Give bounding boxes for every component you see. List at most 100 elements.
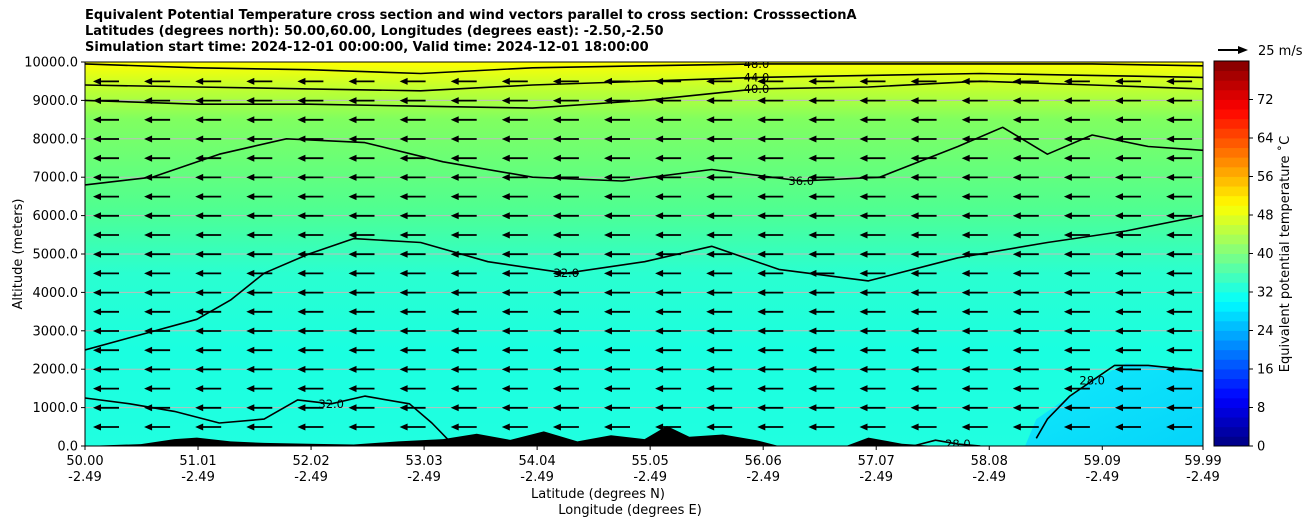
wind-vector-416 — [1115, 77, 1141, 85]
colorbar-band-35 — [1214, 99, 1249, 110]
wind-vector-172 — [1012, 289, 1039, 297]
wind-vector-157 — [246, 289, 273, 297]
wind-vector-83 — [961, 365, 988, 373]
wind-vector-178 — [195, 269, 222, 277]
wind-vector-6 — [399, 423, 426, 431]
colorbar-band-30 — [1214, 147, 1249, 158]
wind-vector-71 — [348, 365, 375, 373]
wind-vector-238 — [1012, 231, 1039, 239]
y-tick-label-7: 7000.0 — [33, 171, 79, 186]
wind-vector-292 — [399, 173, 426, 181]
wind-vector-119 — [552, 327, 579, 335]
colorbar-band-24 — [1214, 205, 1249, 216]
wind-vector-77 — [655, 365, 682, 373]
chart-title-line-3: Simulation start time: 2024-12-01 00:00:… — [85, 40, 649, 55]
colorbar-band-13 — [1214, 311, 1249, 322]
wind-vector-42 — [1115, 404, 1141, 412]
wind-vector-189 — [757, 269, 784, 277]
quiver-key: 25 m/s — [1218, 44, 1303, 59]
wind-vector-381 — [450, 97, 477, 105]
wind-vector-264 — [93, 193, 119, 201]
contour-label-0: 28.0 — [1079, 374, 1105, 388]
colorbar-band-36 — [1214, 89, 1249, 100]
wind-vector-370 — [1012, 116, 1039, 124]
wind-vector-213 — [859, 250, 886, 258]
wind-vector-93 — [348, 346, 375, 354]
wind-vector-28 — [399, 404, 426, 412]
wind-vector-174 — [1115, 289, 1141, 297]
wind-vector-412 — [910, 77, 937, 85]
wind-vector-276 — [706, 193, 733, 201]
wind-vector-72 — [399, 365, 426, 373]
wind-vector-196 — [1115, 269, 1141, 277]
colorbar-band-28 — [1214, 166, 1249, 177]
wind-vector-326 — [1012, 154, 1039, 162]
wind-vector-271 — [450, 193, 477, 201]
wind-vector-285 — [1166, 193, 1193, 201]
wind-vector-315 — [450, 154, 477, 162]
wind-vector-235 — [859, 231, 886, 239]
wind-vector-415 — [1063, 77, 1090, 85]
wind-vector-231 — [655, 231, 682, 239]
x-tick-label-lon-5: -2.49 — [633, 470, 667, 485]
wind-vector-232 — [706, 231, 733, 239]
wind-vector-70 — [297, 365, 324, 373]
wind-vector-266 — [195, 193, 222, 201]
colorbar-tick-label-3: 24 — [1257, 324, 1274, 339]
wind-vector-309 — [144, 154, 171, 162]
wind-vector-246 — [297, 212, 324, 220]
wind-vector-86 — [1115, 365, 1141, 373]
wind-vector-69 — [246, 365, 273, 373]
wind-vector-323 — [859, 154, 886, 162]
wind-vector-88 — [93, 346, 119, 354]
wind-vector-67 — [144, 365, 171, 373]
x-tick-label-lon-1: -2.49 — [181, 470, 215, 485]
colorbar-band-15 — [1214, 292, 1249, 303]
wind-vector-328 — [1115, 154, 1141, 162]
wind-vector-288 — [195, 173, 222, 181]
wind-vector-107 — [1063, 346, 1090, 354]
wind-vector-62 — [1012, 385, 1039, 393]
contour-label-1: 28.0 — [945, 437, 971, 451]
colorbar-tick-label-1: 8 — [1257, 401, 1265, 416]
wind-vector-339 — [552, 135, 579, 143]
wind-vector-256 — [808, 212, 835, 220]
colorbar-tick-label-8: 64 — [1257, 132, 1274, 147]
wind-vector-386 — [706, 97, 733, 105]
wind-vector-156 — [195, 289, 222, 297]
wind-vector-307 — [1166, 173, 1193, 181]
wind-vector-14 — [808, 423, 835, 431]
wind-vector-203 — [348, 250, 375, 258]
wind-vector-253 — [655, 212, 682, 220]
wind-vector-58 — [808, 385, 835, 393]
wind-vector-214 — [910, 250, 937, 258]
wind-vector-341 — [655, 135, 682, 143]
y-tick-label-10: 10000.0 — [24, 56, 78, 71]
contour-label-3: 32.0 — [553, 266, 579, 280]
wind-vector-391 — [961, 97, 988, 105]
wind-vector-52 — [501, 385, 528, 393]
wind-vector-410 — [808, 77, 835, 85]
x-tick-label-lat-2: 52.02 — [292, 454, 329, 469]
colorbar-band-2 — [1214, 417, 1249, 428]
wind-vector-377 — [246, 97, 273, 105]
quiver-key-arrowhead — [1238, 46, 1248, 54]
colorbar-band-4 — [1214, 397, 1249, 408]
wind-vector-289 — [246, 173, 273, 181]
wind-vector-75 — [552, 365, 579, 373]
chart-title-line-1: Equivalent Potential Temperature cross s… — [85, 8, 857, 23]
wind-vector-369 — [961, 116, 988, 124]
contour-40.0-5 — [85, 80, 1203, 109]
wind-vector-7 — [450, 423, 477, 431]
wind-vector-257 — [859, 212, 886, 220]
wind-vector-378 — [297, 97, 324, 105]
wind-vector-35 — [757, 404, 784, 412]
colorbar-band-17 — [1214, 272, 1249, 283]
colorbar-tick-label-5: 40 — [1257, 247, 1274, 262]
colorbar-band-18 — [1214, 263, 1249, 274]
wind-vector-218 — [1115, 250, 1141, 258]
wind-vector-405 — [552, 77, 579, 85]
wind-vector-43 — [1166, 404, 1193, 412]
plot-area: 28.0 28.0 32.0 32.0 36.0 40.044.048.0 — [85, 62, 1203, 451]
